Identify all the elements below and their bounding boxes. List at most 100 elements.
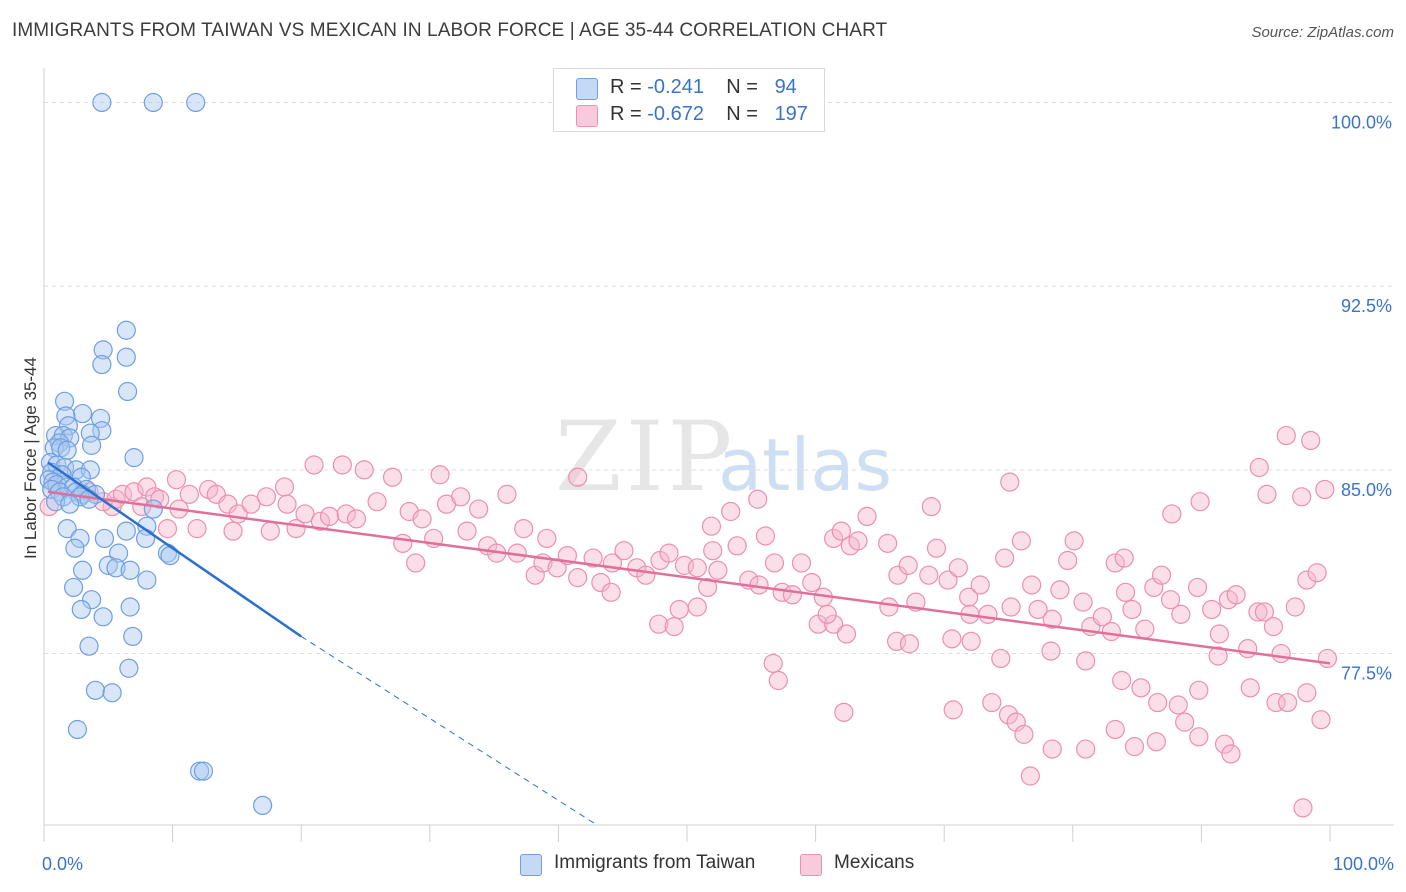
taiwan-point <box>108 543 129 563</box>
y-tick-label: 100.0% <box>1331 112 1392 132</box>
mexican-point <box>1064 531 1084 551</box>
mexican-point <box>701 516 722 536</box>
mexican-point <box>1151 565 1172 585</box>
mexican-point <box>1135 619 1155 639</box>
mexican-point <box>179 484 199 504</box>
mexican-point <box>1115 582 1136 602</box>
mexican-point <box>256 487 277 507</box>
taiwan-point <box>70 528 90 549</box>
legend-swatch-mexicans <box>576 105 598 127</box>
mexican-point <box>260 521 280 541</box>
mexican-point <box>649 614 669 634</box>
mexican-point <box>982 692 1002 713</box>
mexican-point <box>817 604 837 624</box>
mexican-point <box>497 484 517 504</box>
mexican-point <box>514 519 534 539</box>
mexican-point <box>1297 683 1317 703</box>
mexican-point <box>1006 712 1026 732</box>
taiwan-point <box>116 521 136 541</box>
mexican-point <box>948 558 968 578</box>
taiwan-point <box>106 558 126 578</box>
taiwan-points <box>39 92 273 816</box>
mexican-point <box>1076 739 1096 759</box>
y-tick-label: 92.5% <box>1341 296 1392 316</box>
taiwan-point <box>67 719 88 740</box>
axes <box>43 68 1394 842</box>
taiwan-point <box>120 597 140 617</box>
mexican-point <box>354 460 374 480</box>
mexican-point <box>525 565 545 585</box>
watermark-atlas: atlas <box>718 423 892 507</box>
mexican-point <box>241 494 261 514</box>
mexican-point <box>277 494 297 514</box>
mexican-point <box>857 506 877 527</box>
taiwan-point <box>120 560 140 580</box>
taiwan-trend-line <box>47 461 302 638</box>
mexican-point <box>346 509 367 529</box>
mexican-point <box>1001 597 1021 617</box>
mexican-point <box>959 587 979 607</box>
mexicans-trend-line <box>47 490 1331 665</box>
source-label: Source: ZipAtlas.com <box>1251 24 1394 41</box>
x-tick-label: 100.0% <box>1333 854 1394 874</box>
mexican-point <box>332 455 352 475</box>
mexican-point <box>998 705 1019 725</box>
mexican-point <box>970 575 990 595</box>
watermark-zip: ZIP <box>555 401 736 513</box>
taiwan-point <box>54 391 75 411</box>
legend-n-value-mexicans: 197 <box>774 103 808 125</box>
mexican-point <box>1214 734 1235 754</box>
mexican-point <box>748 489 768 509</box>
mexican-point <box>1073 592 1093 612</box>
mexican-point <box>1202 599 1222 620</box>
mexican-point <box>601 582 621 602</box>
mexican-point <box>1011 531 1031 551</box>
mexican-point <box>1190 492 1210 512</box>
taiwan-point <box>81 435 102 455</box>
taiwan-point <box>93 340 113 360</box>
mexican-point <box>802 572 822 593</box>
mexican-point <box>1292 487 1312 507</box>
taiwan-point <box>117 381 138 402</box>
mexican-point <box>1042 739 1062 759</box>
mexican-point <box>1022 575 1042 595</box>
mexican-point <box>1238 639 1258 659</box>
mexican-point <box>430 465 450 485</box>
mexican-point <box>319 506 340 527</box>
mexican-point <box>583 548 603 568</box>
mexican-point <box>1311 710 1331 730</box>
mexican-point <box>393 533 413 553</box>
mexican-point <box>1020 766 1040 786</box>
mexican-point <box>310 511 331 531</box>
mexican-point <box>1105 719 1125 740</box>
taiwan-point <box>85 680 106 700</box>
mexican-point <box>295 504 315 524</box>
mexican-point <box>166 470 187 490</box>
mexican-point <box>1041 641 1061 661</box>
taiwan-point <box>119 658 139 678</box>
mexican-point <box>1271 643 1291 664</box>
x-tick-label: 0.0% <box>42 854 83 874</box>
bottom-legend-label-taiwan: Immigrants from Taiwan <box>554 852 756 873</box>
mexican-point <box>412 509 432 529</box>
taiwan-point <box>135 528 156 549</box>
mexican-point <box>942 629 962 649</box>
tick-labels: 100.0% 92.5% 85.0% 77.5% 0.0% 100.0% <box>42 112 1394 874</box>
mexican-point <box>1317 648 1338 669</box>
mexican-point <box>1160 590 1181 610</box>
mexican-point <box>1014 724 1034 744</box>
mexican-point <box>768 670 788 691</box>
taiwan-point <box>143 499 163 519</box>
watermark: ZIP atlas <box>555 401 892 513</box>
legend-r-label: R = <box>610 76 642 98</box>
mexican-point <box>591 572 611 593</box>
taiwan-point <box>98 555 118 575</box>
mexican-point <box>1285 597 1305 617</box>
mexican-point <box>755 526 776 546</box>
mexican-point <box>336 504 356 524</box>
mexican-point <box>1114 548 1134 568</box>
taiwan-point <box>92 354 112 375</box>
mexican-point <box>1189 680 1209 700</box>
taiwan-point <box>60 494 80 514</box>
mexican-point <box>1297 570 1317 590</box>
